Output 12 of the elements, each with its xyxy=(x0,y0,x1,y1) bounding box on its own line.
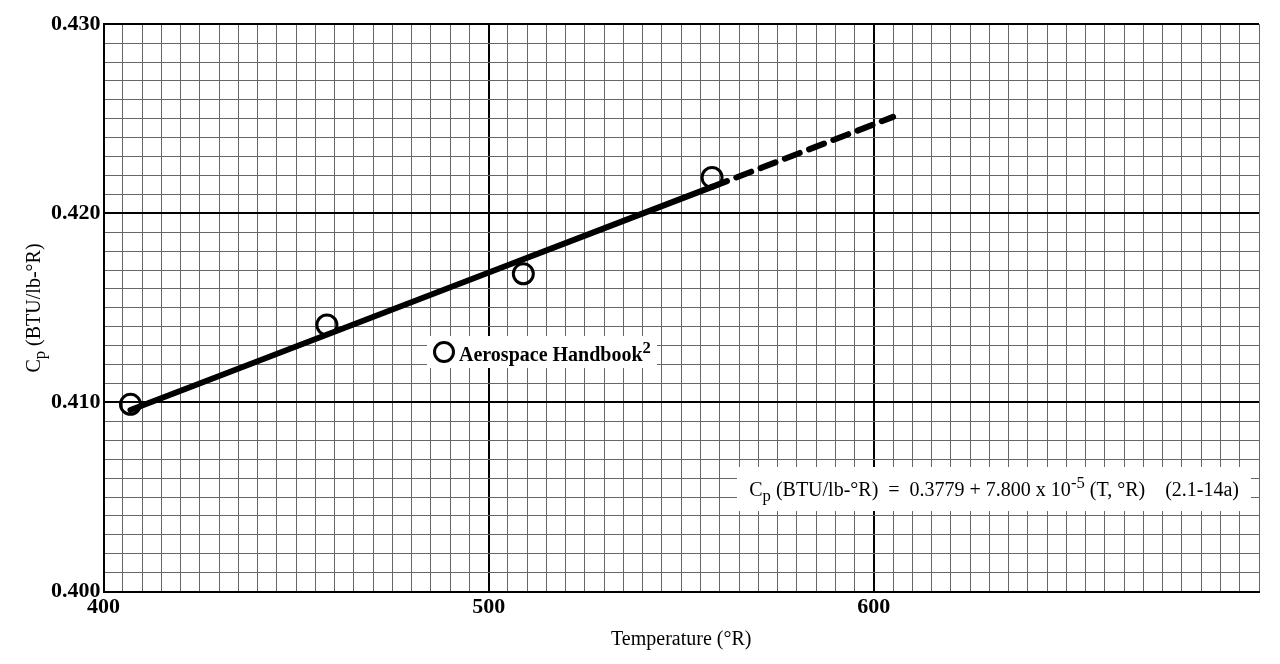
x-tick-label: 600 xyxy=(857,593,891,619)
point xyxy=(118,392,142,416)
x-axis-title: Temperature (°R) xyxy=(611,627,752,651)
point xyxy=(511,262,535,286)
y-tick-label: 0.410 xyxy=(51,388,101,414)
y-tick-label: 0.420 xyxy=(51,199,101,225)
point xyxy=(315,313,339,337)
annotation: C$_{p}$ (BTU/lb-°R) = 0.3779 + 7.800 x 10$^{-5}$ (T, °R) (2.1-14a) xyxy=(737,466,1251,512)
point xyxy=(700,165,724,189)
x-tick-label: 500 xyxy=(472,593,506,619)
y-tick-label: 0.430 xyxy=(51,9,101,35)
legend-label: Aerospace Handbook$^{2}$ xyxy=(459,338,651,366)
